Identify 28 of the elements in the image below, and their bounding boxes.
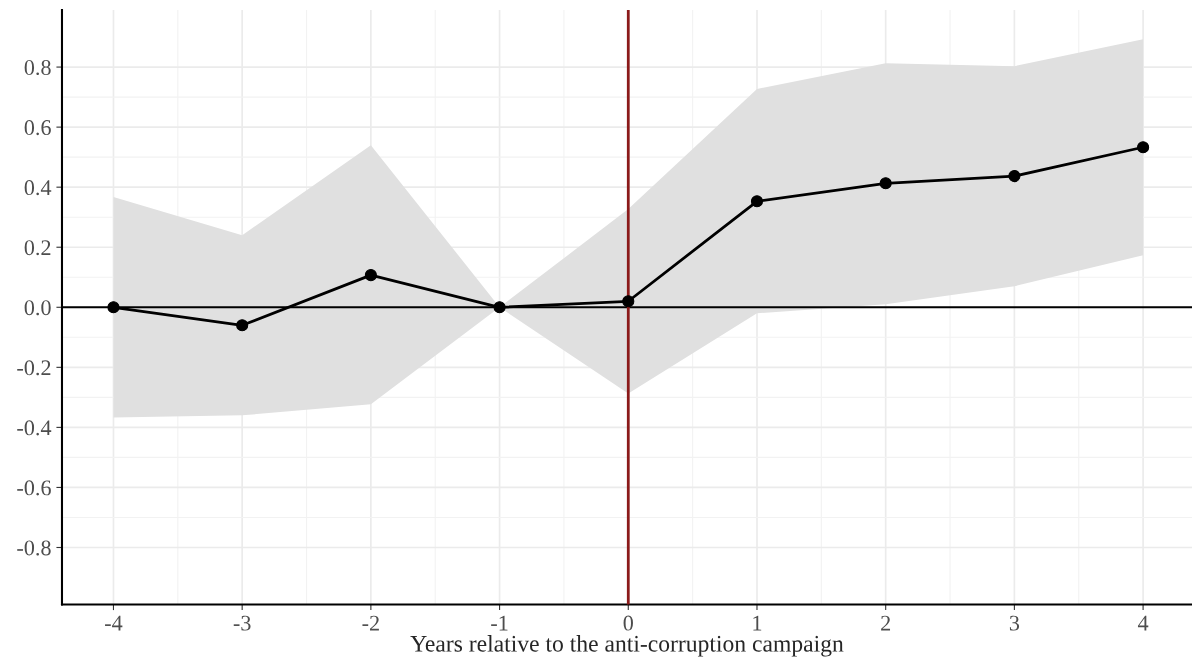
x-tick-label: 4 (1137, 615, 1149, 631)
y-tick-label: -0.2 (17, 360, 51, 376)
point (879, 177, 892, 190)
point (107, 301, 120, 314)
y-tick-label: 0.4 (24, 180, 52, 196)
x-tick-label: 2 (881, 615, 891, 631)
x-tick-label: -3 (233, 615, 251, 631)
x-tick-label: -4 (105, 615, 123, 631)
point (1008, 169, 1021, 183)
y-tick-label: 0.6 (24, 120, 51, 136)
x-tick-label: 3 (1009, 615, 1020, 631)
point (364, 269, 377, 282)
y-tick-label: -0.8 (17, 540, 51, 556)
x-tick-label: -2 (362, 615, 379, 631)
point (622, 295, 635, 308)
y-tick-label: 0.0 (24, 300, 51, 316)
point (236, 319, 249, 332)
y-tick-label: -0.6 (17, 480, 51, 496)
x-tick-label: 1 (753, 615, 762, 631)
point (750, 195, 764, 208)
x-tick-label: -1 (491, 615, 508, 631)
point (1137, 141, 1150, 154)
x-tick-label: 0 (623, 615, 633, 631)
y-tick-label: 0.2 (24, 240, 51, 256)
y-tick-label: 0.8 (24, 60, 51, 76)
x-axis-title: Years relative to the anti-corruption campaign (410, 635, 844, 657)
point (493, 301, 506, 314)
y-tick-label: -0.4 (17, 420, 52, 436)
